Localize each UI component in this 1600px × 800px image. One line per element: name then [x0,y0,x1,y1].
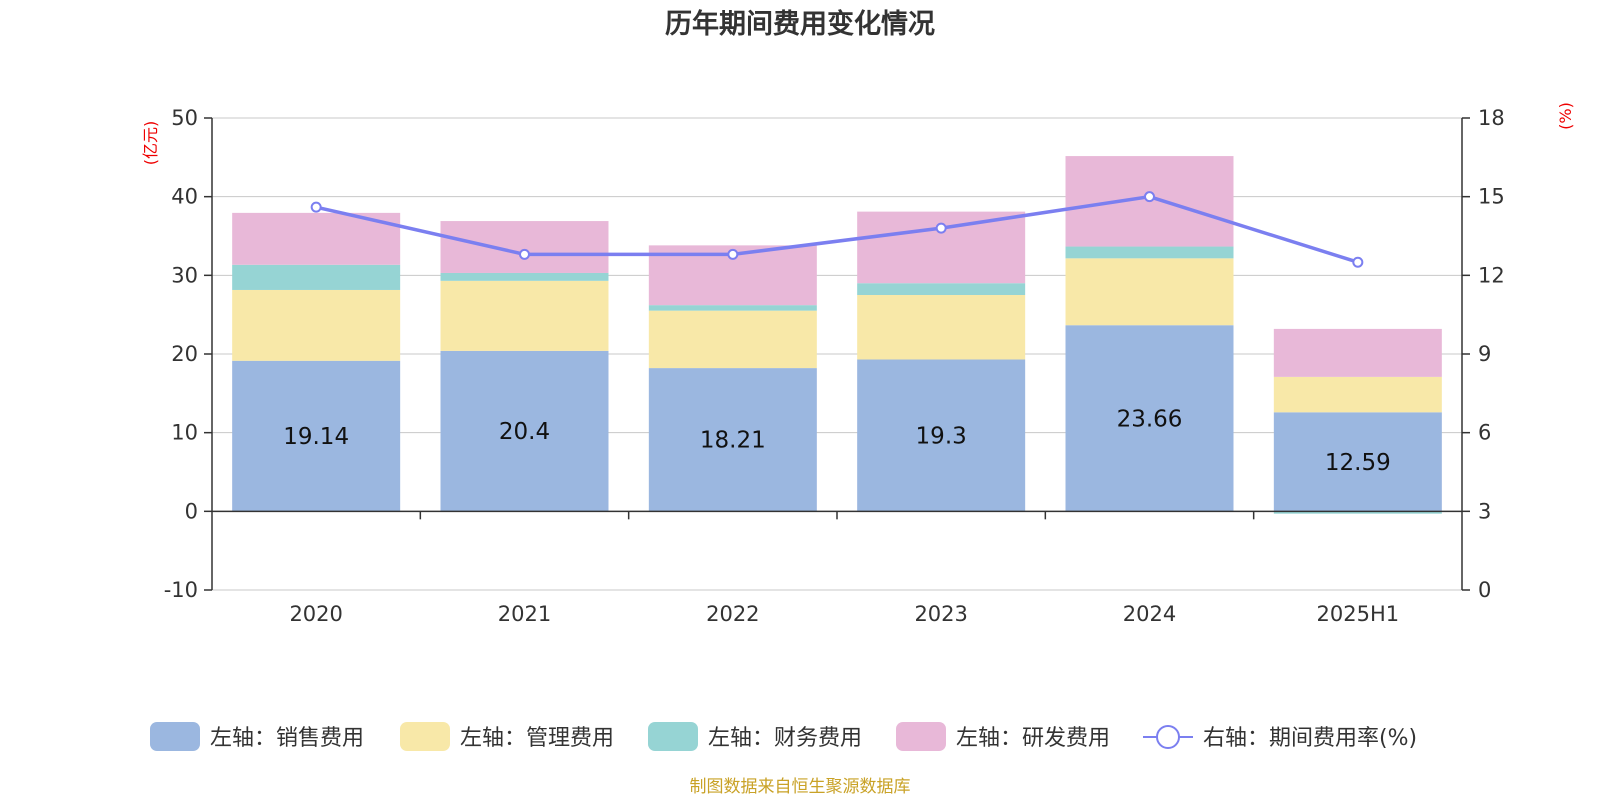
x-axis-tick-label: 2023 [914,602,967,626]
bar-3-2022 [648,305,817,311]
data-label: 23.66 [1117,406,1183,432]
bar-3-2025H1 [1273,511,1442,514]
right-axis-tick-label: 6 [1478,421,1491,445]
legend-swatch-1 [150,722,200,751]
chart-title: 历年期间费用变化情况 [665,8,935,40]
rate-point [727,248,739,260]
bars [232,156,1442,514]
source-note: 制图数据来自恒生聚源数据库 [690,777,911,797]
bar-2-2021 [440,280,609,351]
data-label: 18.21 [700,428,766,454]
bar-2-2022 [648,310,817,369]
legend: 左轴：销售费用 左轴：管理费用 左轴：财务费用 左轴：研发费用 右轴：期间费用率(%) [150,722,1417,751]
left-axis-tick-label: 20 [171,342,198,366]
right-axis-tick-label: 3 [1478,499,1491,523]
bar-1-2020 [232,360,401,512]
left-axis-tick-label: -10 [164,578,198,602]
rate-line-path [315,194,1359,264]
bar-3-2023 [857,283,1026,295]
left-axis-unit: (亿元) [141,121,160,166]
rate-point [1352,256,1364,268]
x-axis-tick-label: 2025H1 [1317,602,1400,626]
right-axis-tick-label: 18 [1478,106,1505,130]
right-axis-tick-label: 12 [1478,263,1505,287]
bar-2-2020 [232,289,401,361]
bar-3-2021 [440,272,609,281]
legend-label-4: 左轴：研发费用 [956,726,1110,751]
legend-label-line: 右轴：期间费用率(%) [1203,726,1417,751]
right-axis-tick-label: 15 [1478,185,1505,209]
left-axis-tick-label: 10 [171,421,198,445]
legend-swatch-3 [648,722,698,751]
rate-point [1144,191,1155,203]
bar-2-2023 [857,295,1026,360]
bar-1-2021 [440,350,609,512]
bar-2-2025H1 [1273,376,1442,413]
rate-point [519,248,530,260]
data-label: 19.3 [916,423,967,449]
x-axis-tick-label: 2021 [498,602,551,626]
legend-label-1: 左轴：销售费用 [210,726,364,751]
right-axis-unit: (%) [1556,102,1575,130]
legend-label-2: 左轴：管理费用 [460,726,614,751]
bar-4-2021 [440,221,609,273]
left-axis-tick-label: 40 [171,185,198,209]
left-axis-tick-label: 50 [171,106,198,130]
legend-line-marker [1156,725,1180,749]
bar-1-2024 [1065,325,1234,512]
rate-point [310,201,322,213]
left-axis-tick-label: 0 [185,499,198,523]
left-axis-tick-label: 30 [171,263,198,287]
x-axis-tick-label: 2020 [289,602,342,626]
x-axis-tick-label: 2024 [1123,602,1176,626]
data-label: 12.59 [1325,450,1391,476]
legend-swatch-2 [400,722,450,751]
bar-3-2020 [232,264,401,290]
bar-2-2024 [1065,258,1234,326]
bar-4-2023 [857,211,1026,284]
data-label: 19.14 [283,424,349,450]
data-label: 20.4 [499,419,550,445]
bar-4-2025H1 [1273,328,1442,377]
rate-line [310,191,1364,268]
legend-label-3: 左轴：财务费用 [708,726,862,751]
right-axis-tick-label: 0 [1478,578,1491,602]
legend-swatch-4 [896,722,946,751]
rate-point [935,222,947,234]
right-axis-tick-label: 9 [1478,342,1491,366]
bar-3-2024 [1065,246,1234,259]
bar-1-2025H1 [1273,412,1442,512]
data-labels: 19.14 20.4 18.21 19.3 23.66 12.59 [283,406,1391,476]
bar-1-2022 [648,368,817,512]
bar-1-2023 [857,359,1026,512]
x-axis-tick-label: 2022 [706,602,759,626]
